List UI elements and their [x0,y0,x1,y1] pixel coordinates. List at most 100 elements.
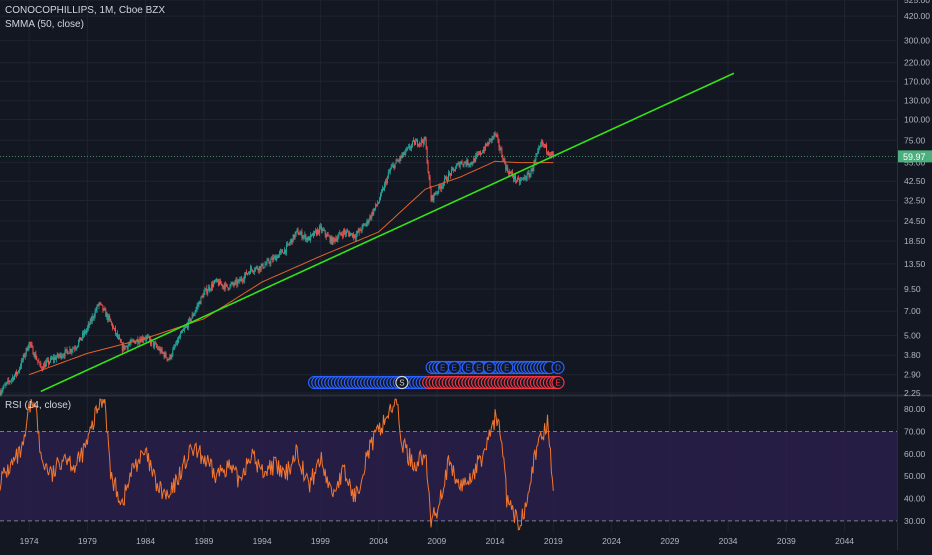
price-axis[interactable]: 525.00 420.00 300.00 220.00 170.00 130.00 100.… [904,0,930,398]
candle-body [184,326,186,328]
dividend-marker-labeled[interactable]: E [447,360,461,375]
rsi-band-fill [0,431,897,521]
candle-body [427,163,429,172]
candle-body [167,359,169,360]
candle-body [386,176,388,184]
candle-body [349,233,351,237]
candle-body [481,152,483,154]
dividend-marker-labeled[interactable]: E [500,360,514,375]
candle-body [203,292,205,298]
candle-body [259,266,261,270]
candle-body [210,289,212,291]
candle-body [495,133,497,135]
candle-body [86,327,88,331]
candle-body [96,305,98,311]
candle-body [260,265,262,270]
candle-body [375,204,377,209]
candle-body [308,237,310,241]
candle-body [159,348,161,353]
rsi-axis[interactable]: 80.00 70.00 60.00 50.00 40.00 30.00 [904,404,926,526]
candle-body [355,234,357,239]
candle-body [444,177,446,183]
candle-body [14,375,16,380]
candle-body [234,281,236,285]
candle-body [163,353,165,358]
candle-body [64,350,66,357]
dividend-marker-labeled[interactable]: E [482,360,496,375]
candle-body [448,173,449,181]
price-tick-label: 100.00 [904,115,930,125]
candle-body [242,280,244,281]
candle-body [48,359,50,364]
candle-body [273,257,275,261]
candle-body [230,283,232,285]
candle-body [350,233,352,235]
candle-body [447,180,449,181]
candle-body [314,231,316,236]
candle-body [522,177,524,179]
dividend-marker-latest[interactable]: D [551,360,565,375]
candle-body [464,162,466,164]
candle-body [404,152,406,155]
earnings-marker-latest[interactable]: E [551,375,565,390]
price-tick-label: 3.80 [904,350,921,360]
dividend-marker-labeled[interactable]: E [472,360,486,375]
candle-body [202,295,204,298]
candle-body [336,238,338,241]
candle-body [67,350,69,355]
candle-body [285,244,287,253]
candle-body [372,212,374,215]
candle-body [131,340,133,341]
candle-body [295,231,297,234]
candle-body [191,314,193,319]
candle-body [309,237,311,241]
candle-body [162,351,164,354]
candle-body [254,267,256,271]
earnings-markers[interactable]: S EE E E E E E D [307,360,565,390]
candle-body [352,234,354,238]
symbol-title: CONOCOPHILLIPS, 1M, Cboe BZX [5,5,166,16]
candle-body [127,344,129,349]
candle-body [6,382,8,384]
candle-body [7,380,9,383]
candle-body [489,138,491,140]
candle-body [407,147,409,149]
candle-body [338,234,340,238]
candle-body [519,179,521,183]
dividend-marker-labeled[interactable]: E [436,360,450,375]
candle-body [365,223,367,226]
candle-body [491,136,493,141]
candle-body [22,354,24,360]
candle-body [549,154,551,156]
candle-body [102,305,104,311]
candle-body [265,263,267,265]
candle-body [266,260,268,264]
candle-body [233,284,235,285]
candle-body [473,158,475,164]
candle-body [215,279,217,281]
candle-body [238,279,240,282]
candle-body [312,233,314,235]
candle-body [363,224,365,226]
candle-body [476,154,478,156]
candle-body [40,363,42,368]
earnings-marker-latest-circle [551,375,565,390]
time-axis[interactable]: 1974 1979 1984 1989 1994 1999 2004 2009 2014 2019… [20,536,855,546]
last-price-box [898,150,932,163]
price-tick-label: 32.50 [904,196,926,206]
candle-body [451,168,453,170]
dividend-marker-labeled-glyph: E [476,364,481,373]
trendline[interactable] [40,72,735,393]
candle-body [257,269,259,271]
candle-body [262,263,264,269]
candle-body [219,280,221,285]
candle-body [82,333,84,339]
candle-body [499,146,501,150]
candle-body [12,377,14,380]
candle-body [403,152,405,155]
candle-body [328,235,330,237]
split-marker[interactable]: S [395,375,409,390]
candle-body [394,163,396,169]
